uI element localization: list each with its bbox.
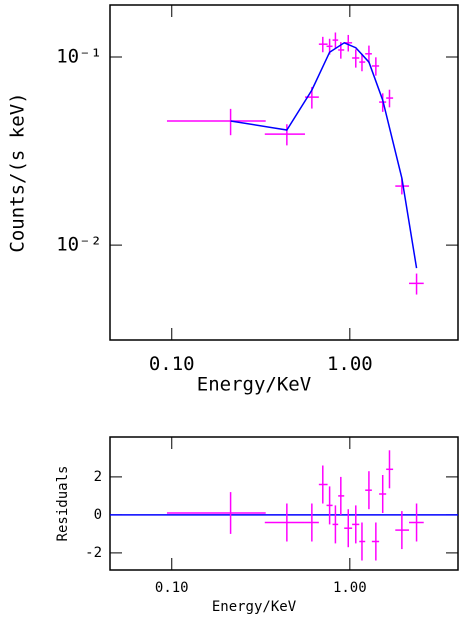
y-axis-label: Counts/(s keV): [7, 92, 29, 252]
x-tick-label: 0.10: [155, 580, 189, 596]
y-axis-label: Residuals: [55, 466, 71, 542]
y-tick-label: 10⁻²: [56, 234, 102, 256]
y-tick-label: 0: [94, 507, 102, 523]
x-tick-label: 1.00: [333, 580, 367, 596]
plot-frame: [109, 4, 459, 341]
plot-frame: [109, 436, 459, 571]
x-tick-label: 0.10: [149, 353, 195, 375]
x-axis-label: Energy/KeV: [212, 599, 297, 615]
x-axis-label: Energy/KeV: [197, 374, 311, 396]
x-tick-label: 1.00: [327, 353, 373, 375]
y-tick-label: -2: [85, 545, 102, 561]
model-line: [230, 41, 418, 269]
y-tick-label: 10⁻¹: [56, 46, 102, 68]
y-tick-label: 2: [94, 469, 102, 485]
